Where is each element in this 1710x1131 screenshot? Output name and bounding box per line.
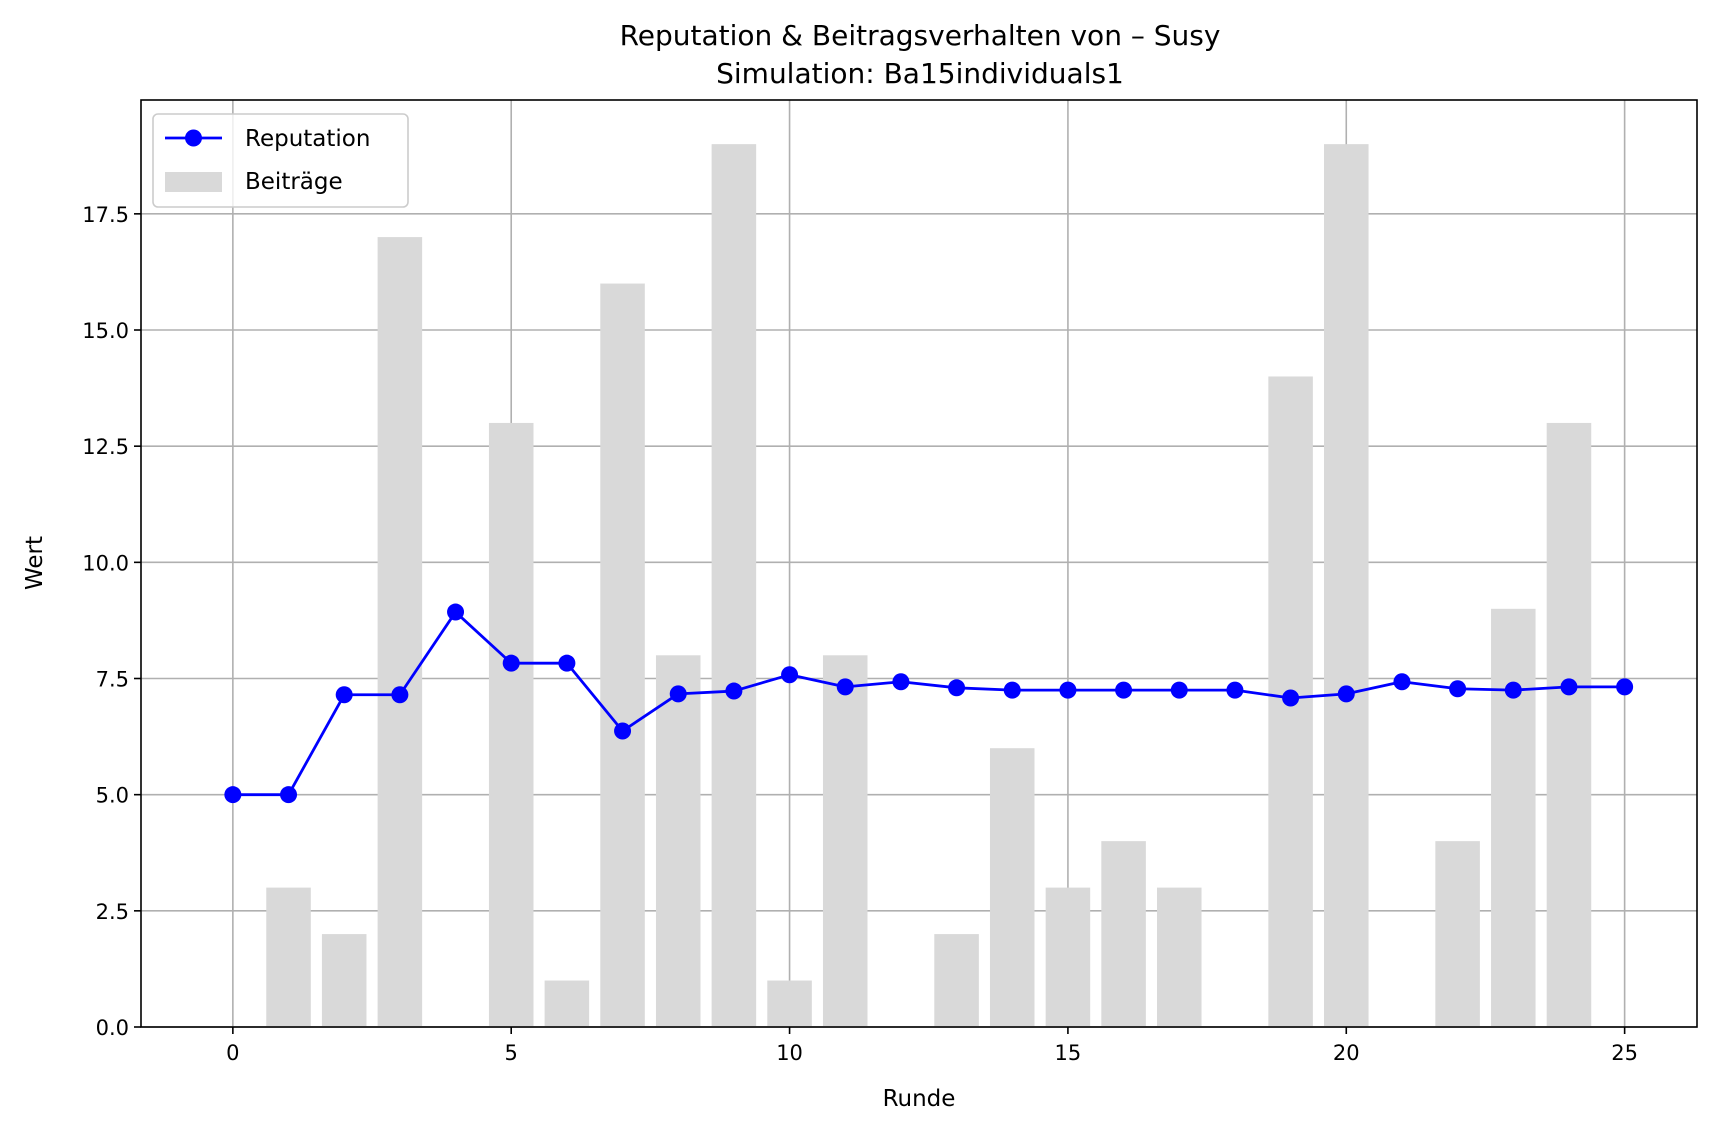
- bar-beitraege: [1546, 422, 1592, 1028]
- reputation-point: [502, 654, 520, 672]
- bar-beitraege: [655, 655, 701, 1027]
- reputation-point: [614, 722, 632, 740]
- reputation-point: [391, 686, 409, 704]
- legend-swatch-beitraege: [165, 172, 222, 192]
- x-tick-label: 25: [1611, 1041, 1638, 1065]
- y-tick-label: 17.5: [82, 203, 129, 227]
- reputation-point: [558, 654, 576, 672]
- y-axis-label: Wert: [22, 536, 48, 590]
- y-tick-label: 5.0: [96, 784, 129, 808]
- y-tick-label: 7.5: [96, 668, 129, 692]
- bar-beitraege: [1324, 144, 1369, 1028]
- reputation-point: [669, 685, 687, 703]
- chart-subtitle: Simulation: Ba15individuals1: [716, 57, 1124, 90]
- reputation-series: [224, 603, 1634, 804]
- bar-beitraege: [711, 144, 757, 1028]
- bar-beitraege: [600, 283, 645, 1027]
- bar-beitraege: [488, 422, 534, 1028]
- y-axis: 0.0 2.5 5.0 7.5 10.0 12.5 15.0 17.5: [82, 203, 141, 1040]
- reputation-point: [725, 682, 743, 700]
- bar-beitraege: [1101, 841, 1146, 1027]
- legend-label-beitraege: Beiträge: [245, 169, 343, 195]
- bar-beitraege: [822, 655, 868, 1027]
- reputation-point: [1560, 678, 1578, 696]
- bar-beitraege: [1491, 608, 1536, 1027]
- reputation-point: [1393, 673, 1411, 691]
- y-tick-label: 0.0: [96, 1016, 129, 1040]
- x-tick-label: 20: [1333, 1041, 1360, 1065]
- chart-title: Reputation & Beitragsverhalten von – Sus…: [620, 19, 1221, 52]
- bar-beitraege: [544, 980, 590, 1027]
- reputation-point: [1282, 689, 1300, 707]
- bar-beitraege: [989, 748, 1035, 1027]
- legend: Reputation Beiträge: [152, 113, 409, 208]
- reputation-point: [447, 603, 465, 621]
- bar-beitraege: [377, 237, 423, 1027]
- bar-beitraege: [321, 934, 367, 1027]
- reputation-point: [948, 679, 966, 697]
- reputation-point: [1504, 681, 1522, 699]
- bar-beitraege: [266, 887, 311, 1027]
- legend-marker-reputation: [185, 129, 202, 147]
- reputation-line: [232, 610, 1625, 797]
- bar-beitraege: [1156, 887, 1202, 1027]
- reputation-point: [224, 786, 242, 804]
- bar-beitraege: [1045, 887, 1091, 1027]
- reputation-point: [335, 686, 353, 704]
- bar-beitraege: [1435, 841, 1480, 1027]
- bars: [266, 144, 1592, 1028]
- x-tick-label: 5: [505, 1041, 518, 1065]
- reputation-point: [1226, 681, 1244, 699]
- x-tick-label: 15: [1055, 1041, 1082, 1065]
- bar-beitraege: [767, 980, 812, 1027]
- reputation-point: [1337, 685, 1355, 703]
- reputation-point: [781, 666, 799, 684]
- y-tick-label: 10.0: [82, 551, 129, 575]
- x-axis-label: Runde: [883, 1086, 956, 1112]
- reputation-point: [836, 678, 854, 696]
- x-axis: 0 5 10 15 20 25: [226, 1027, 1638, 1065]
- legend-label-reputation: Reputation: [245, 126, 370, 152]
- reputation-point: [1059, 681, 1077, 699]
- reputation-point: [1115, 681, 1133, 699]
- y-tick-label: 15.0: [82, 319, 129, 343]
- x-tick-label: 0: [226, 1041, 239, 1065]
- bar-beitraege: [934, 934, 979, 1027]
- x-tick-label: 10: [776, 1041, 803, 1065]
- plot-frame: [140, 99, 1698, 1028]
- reputation-point: [1449, 680, 1467, 698]
- reputation-point: [1616, 678, 1634, 696]
- reputation-point: [280, 786, 298, 804]
- reputation-point: [1170, 681, 1188, 699]
- reputation-point: [1003, 681, 1021, 699]
- reputation-point: [892, 673, 910, 691]
- y-tick-label: 12.5: [82, 435, 129, 459]
- y-tick-label: 2.5: [96, 900, 129, 924]
